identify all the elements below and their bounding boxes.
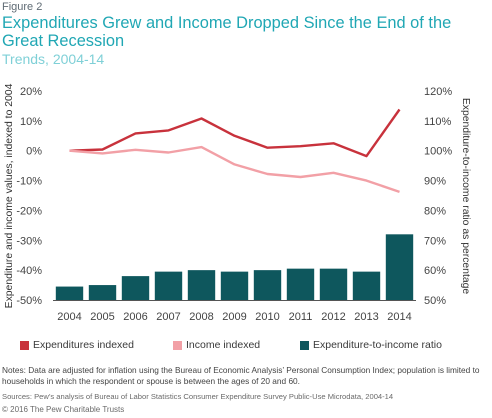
left-tick-label: -20% — [16, 205, 42, 217]
bar-2004 — [55, 286, 84, 300]
right-tick-label: 70% — [424, 235, 446, 247]
legend-label-income: Income indexed — [186, 339, 261, 351]
bar-2005 — [88, 285, 117, 300]
notes: Notes: Data are adjusted for inflation u… — [2, 365, 480, 386]
legend-item-income: Income indexed — [173, 339, 260, 351]
axes: 20% 10% 0% -10% -20% -30% -40% -50% 120% 110% 100%… — [4, 83, 471, 323]
right-tick-label: 100% — [424, 146, 452, 158]
sources: Sources: Pew’s analysis of Bureau of Lab… — [2, 392, 394, 401]
bar-2008 — [187, 270, 216, 300]
y-right-axis-title: Expenditure-to-income ratio as percentag… — [460, 98, 471, 295]
right-tick-label: 60% — [424, 265, 446, 277]
right-tick-label: 50% — [424, 295, 446, 307]
x-tick-label-2004: 2004 — [57, 311, 81, 323]
chart-title: Expenditures Grew and Income Dropped Sin… — [2, 14, 452, 50]
bar-2006 — [121, 276, 150, 300]
right-tick-label: 120% — [424, 86, 452, 98]
chart-subtitle: Trends, 2004-14 — [2, 51, 105, 67]
left-tick-label: -30% — [16, 235, 42, 247]
x-tick-label-2013: 2013 — [354, 311, 378, 323]
x-tick-label-2012: 2012 — [321, 311, 345, 323]
x-tick-label-2009: 2009 — [222, 311, 246, 323]
x-tick-label-2011: 2011 — [289, 311, 313, 323]
bar-2010 — [253, 270, 282, 300]
legend-label-expenditures: Expenditures indexed — [33, 339, 134, 351]
legend-swatch-income — [173, 340, 182, 350]
bar-2007 — [154, 271, 183, 300]
legend-swatch-expenditures — [20, 340, 29, 350]
line-series — [69, 108, 401, 194]
legend-item-expenditures: Expenditures indexed — [20, 339, 134, 351]
right-tick-label: 90% — [424, 176, 446, 188]
x-tick-label-2010: 2010 — [255, 311, 279, 323]
bar-2009 — [220, 271, 249, 300]
left-tick-label: -10% — [16, 176, 42, 188]
legend-label-ratio: Expenditure-to-income ratio — [313, 339, 442, 351]
y-left-axis-title: Expenditure and income values, indexed t… — [4, 83, 15, 308]
left-tick-label: -50% — [16, 295, 42, 307]
copyright: © 2016 The Pew Charitable Trusts — [2, 405, 125, 414]
bar-2011 — [286, 268, 315, 300]
legend-swatch-ratio — [300, 340, 309, 350]
x-tick-label-2008: 2008 — [189, 311, 213, 323]
figure-label: Figure 2 — [2, 1, 43, 13]
left-tick-label: 20% — [20, 86, 42, 98]
left-tick-label: 0% — [26, 146, 42, 158]
right-tick-label: 110% — [424, 116, 452, 128]
x-tick-label-2014: 2014 — [387, 311, 411, 323]
bar-2013 — [352, 271, 381, 300]
x-tick-label-2005: 2005 — [90, 311, 114, 323]
bar-2012 — [319, 268, 348, 300]
series-line-expenditures — [69, 108, 401, 158]
right-tick-label: 80% — [424, 205, 446, 217]
legend-item-ratio: Expenditure-to-income ratio — [300, 339, 442, 351]
x-tick-label-2006: 2006 — [123, 311, 147, 323]
bar-series — [55, 234, 414, 300]
series-line-income — [69, 145, 400, 194]
legend: Expenditures indexed Income indexed Expe… — [0, 339, 492, 353]
bar-2014 — [385, 234, 414, 300]
left-tick-label: -40% — [16, 265, 42, 277]
x-tick-label-2007: 2007 — [156, 311, 180, 323]
left-tick-label: 10% — [20, 116, 42, 128]
